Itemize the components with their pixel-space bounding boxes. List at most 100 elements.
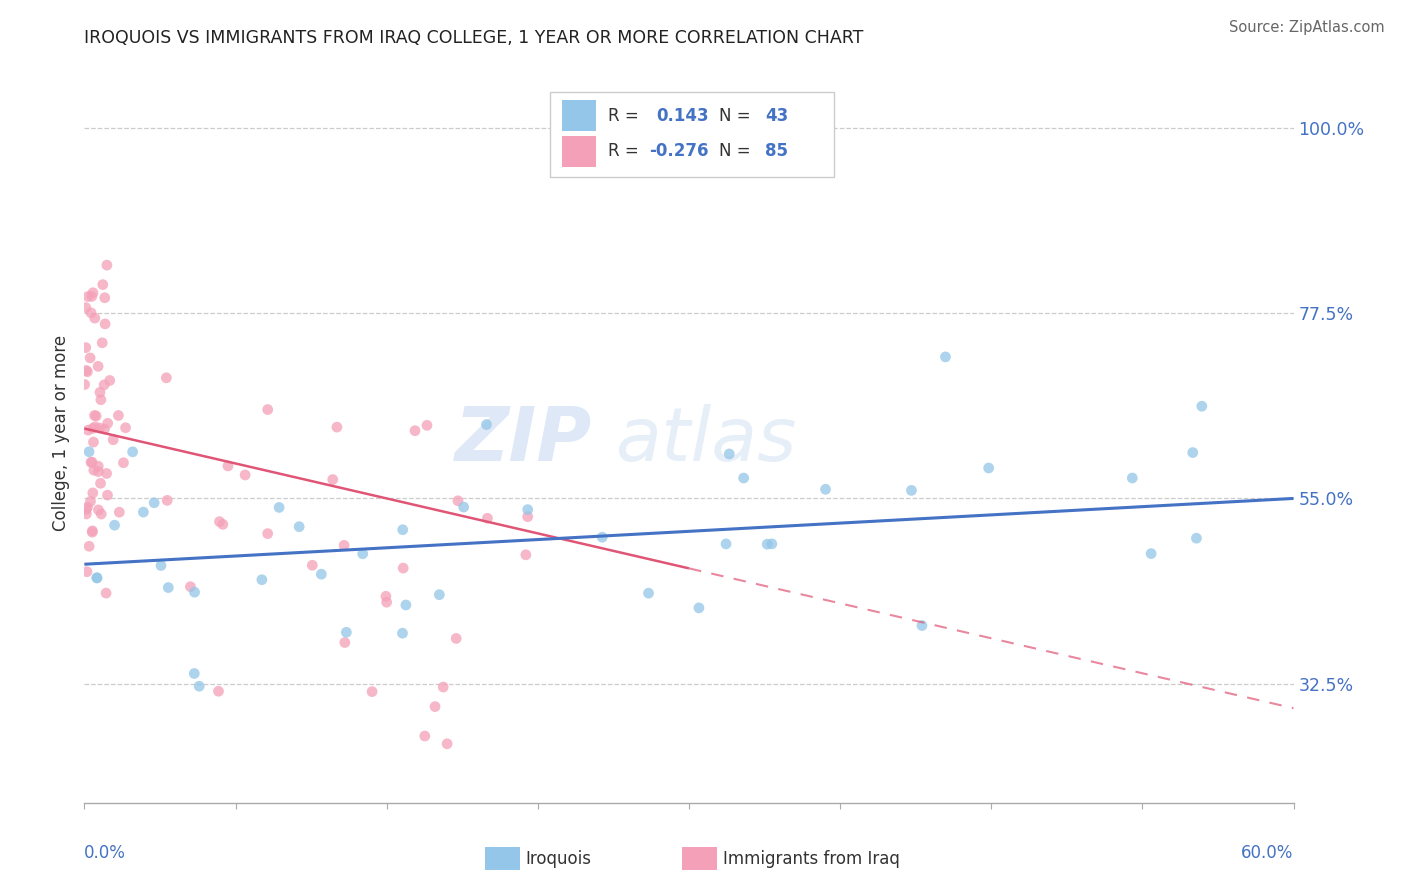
Point [86,571,108,585]
Point [361,684,384,698]
Point [93,422,115,436]
Point [183,585,205,599]
Point [436,737,458,751]
Point [934,350,956,364]
Text: ZIP: ZIP [456,403,592,476]
Point [179,580,201,594]
Point [82,421,104,435]
Point [112,456,135,470]
Point [108,505,131,519]
Point [391,523,413,537]
Point [89,421,111,435]
Point [391,626,413,640]
Point [96,488,118,502]
Point [256,526,278,541]
Text: Iroquois: Iroquois [526,850,592,868]
Point [269,500,291,515]
Point [352,547,374,561]
Point [87,359,110,374]
Point [132,505,155,519]
Point [1140,547,1163,561]
Text: -0.276: -0.276 [650,143,709,161]
Point [375,595,398,609]
Point [404,424,426,438]
Point [718,447,741,461]
Point [516,502,538,516]
Point [311,567,333,582]
Point [76,565,98,579]
Point [432,680,454,694]
Point [326,420,349,434]
Point [83,463,105,477]
Point [416,418,439,433]
Point [333,538,356,552]
Point [77,289,100,303]
Point [423,699,446,714]
Point [89,385,111,400]
Text: Immigrants from Iraq: Immigrants from Iraq [723,850,900,868]
Point [73,377,96,392]
Point [98,374,121,388]
Point [121,445,143,459]
Text: 0.0%: 0.0% [84,844,127,862]
Point [322,473,344,487]
FancyBboxPatch shape [550,92,834,178]
Point [977,461,1000,475]
Point [96,467,118,481]
Text: 43: 43 [765,107,789,125]
Point [86,571,108,585]
FancyBboxPatch shape [562,136,596,167]
Point [77,539,100,553]
Point [217,458,239,473]
Point [83,311,105,326]
Point [714,537,737,551]
Point [1121,471,1143,485]
Point [427,588,450,602]
Point [75,363,97,377]
Point [188,679,211,693]
Point [90,507,112,521]
Point [733,471,755,485]
Point [374,589,396,603]
Point [90,476,112,491]
Point [83,409,105,423]
Point [143,496,166,510]
Point [75,341,97,355]
Point [1191,399,1213,413]
Point [94,291,117,305]
Point [900,483,922,498]
Point [288,519,311,533]
Point [97,417,120,431]
Point [77,444,100,458]
Text: atlas: atlas [616,404,797,476]
Point [79,494,101,508]
Point [475,417,498,432]
Point [392,561,415,575]
Point [515,548,537,562]
Point [637,586,659,600]
Point [150,558,173,573]
Point [82,525,104,540]
Point [75,301,97,315]
Point [82,524,104,538]
Point [250,573,273,587]
Point [477,511,499,525]
Point [761,537,783,551]
Point [335,625,357,640]
Point [87,459,110,474]
Point [114,421,136,435]
Text: IROQUOIS VS IMMIGRANTS FROM IRAQ COLLEGE, 1 YEAR OR MORE CORRELATION CHART: IROQUOIS VS IMMIGRANTS FROM IRAQ COLLEGE… [84,29,863,47]
Point [447,493,470,508]
Point [155,371,177,385]
Text: Source: ZipAtlas.com: Source: ZipAtlas.com [1229,20,1385,35]
Point [814,483,837,497]
Point [84,419,107,434]
Point [1185,531,1208,545]
Y-axis label: College, 1 year or more: College, 1 year or more [52,334,70,531]
Point [94,586,117,600]
Point [591,530,613,544]
Point [75,502,97,516]
Point [80,455,103,469]
Point [96,258,118,272]
Point [756,537,779,551]
